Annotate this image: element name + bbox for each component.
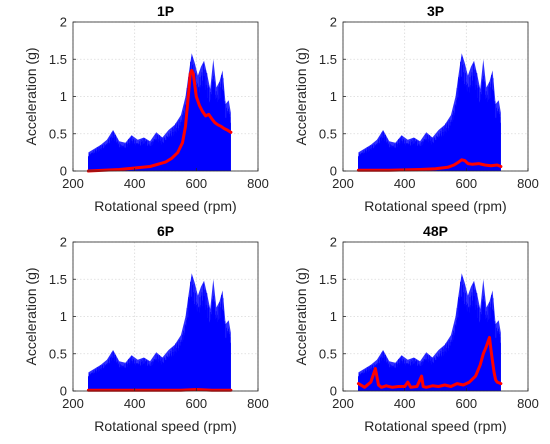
y-tick-label: 2 xyxy=(60,15,67,30)
y-tick-label: 1.5 xyxy=(49,52,67,67)
x-tick-label: 800 xyxy=(517,396,539,411)
x-tick-label: 200 xyxy=(332,176,354,191)
x-tick-label: 800 xyxy=(517,176,539,191)
chart-title: 6P xyxy=(157,223,174,239)
y-tick-label: 1 xyxy=(60,309,67,324)
y-tick-label: 1.5 xyxy=(49,272,67,287)
panel-2: 200 400 600 800 0 0.5 1 1.5 2 6P Rotational speed … xyxy=(23,223,269,434)
series-traces xyxy=(88,276,231,391)
x-tick-label: 600 xyxy=(185,176,207,191)
y-tick-label: 0.5 xyxy=(319,346,337,361)
panel-0: 200 400 600 800 0 0.5 1 1.5 2 1P Rotational speed … xyxy=(23,3,269,214)
x-tick-label: 200 xyxy=(332,396,354,411)
y-axis-label: Acceleration (g) xyxy=(23,47,39,145)
y-axis-label: Acceleration (g) xyxy=(293,267,309,365)
panel-1: 200 400 600 800 0 0.5 1 1.5 2 3P Rotational speed … xyxy=(293,3,539,214)
y-axis-label: Acceleration (g) xyxy=(23,267,39,365)
series-traces xyxy=(88,56,231,171)
x-axis-label: Rotational speed (rpm) xyxy=(94,418,236,434)
chart-title: 1P xyxy=(157,3,174,19)
y-tick-label: 0 xyxy=(330,384,337,399)
x-axis-label: Rotational speed (rpm) xyxy=(364,418,506,434)
x-tick-label: 800 xyxy=(247,396,269,411)
y-tick-label: 0 xyxy=(60,384,67,399)
x-tick-label: 600 xyxy=(455,176,477,191)
panel-3: 200 400 600 800 0 0.5 1 1.5 2 48P Rotational speed… xyxy=(293,223,539,434)
y-tick-label: 0.5 xyxy=(49,346,67,361)
x-axis-label: Rotational speed (rpm) xyxy=(364,198,506,214)
y-axis-label: Acceleration (g) xyxy=(293,47,309,145)
y-tick-label: 2 xyxy=(330,235,337,250)
series-line xyxy=(356,158,503,172)
x-tick-label: 400 xyxy=(394,176,416,191)
x-tick-label: 200 xyxy=(62,176,84,191)
chart-title: 48P xyxy=(423,223,448,239)
x-tick-label: 400 xyxy=(124,396,146,411)
series-line xyxy=(86,68,233,173)
y-tick-label: 0 xyxy=(60,164,67,179)
y-tick-label: 1 xyxy=(330,89,337,104)
x-axis-label: Rotational speed (rpm) xyxy=(94,198,236,214)
y-tick-label: 0.5 xyxy=(319,126,337,141)
series-line xyxy=(356,335,503,389)
y-tick-label: 0.5 xyxy=(49,126,67,141)
x-tick-label: 600 xyxy=(455,396,477,411)
y-tick-label: 2 xyxy=(60,235,67,250)
y-tick-label: 1.5 xyxy=(319,52,337,67)
y-tick-label: 1.5 xyxy=(319,272,337,287)
x-tick-label: 400 xyxy=(394,396,416,411)
x-tick-label: 400 xyxy=(124,176,146,191)
x-tick-label: 800 xyxy=(247,176,269,191)
y-tick-label: 0 xyxy=(330,164,337,179)
series-line xyxy=(86,388,233,392)
chart-title: 3P xyxy=(427,3,444,19)
y-tick-label: 1 xyxy=(60,89,67,104)
y-tick-label: 2 xyxy=(330,15,337,30)
y-tick-label: 1 xyxy=(330,309,337,324)
x-tick-label: 600 xyxy=(185,396,207,411)
series-traces xyxy=(358,56,501,171)
x-tick-label: 200 xyxy=(62,396,84,411)
